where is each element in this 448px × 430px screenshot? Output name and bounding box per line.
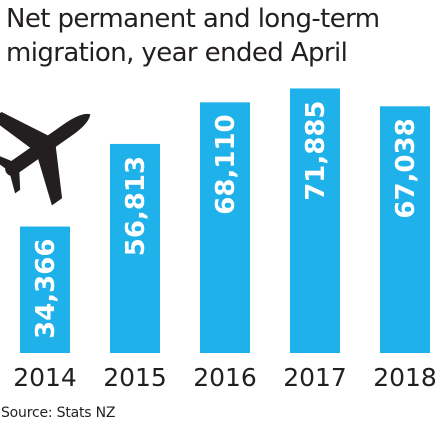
- bars-group: 34,366 2014 56,813 2015 68,110 2016 71,885 2017…: [13, 88, 437, 392]
- tick-label-2017: 2017: [283, 363, 347, 392]
- bar-2018: [380, 106, 430, 353]
- airplane-icon: [0, 111, 91, 206]
- value-label-2014: 34,366: [31, 239, 61, 339]
- chart-title: Net permanent and long-term migration, y…: [6, 2, 444, 70]
- bar-2015: [110, 143, 160, 353]
- tick-label-2015: 2015: [103, 363, 167, 392]
- value-label-2016: 68,110: [211, 114, 241, 214]
- bar-2014: [20, 226, 70, 353]
- value-label-2018: 67,038: [391, 118, 421, 218]
- chart-title-line-1: Net permanent and long-term: [6, 4, 380, 34]
- bar-2017: [290, 88, 340, 354]
- tick-label-2014: 2014: [13, 363, 77, 392]
- tick-label-2016: 2016: [193, 363, 257, 392]
- value-label-2015: 56,813: [121, 156, 151, 256]
- tick-label-2018: 2018: [373, 363, 437, 392]
- value-label-2017: 71,885: [301, 100, 331, 200]
- chart-title-line-2: migration, year ended April: [6, 38, 348, 68]
- source-note: Source: Stats NZ: [1, 405, 116, 421]
- bar-2016: [200, 102, 250, 354]
